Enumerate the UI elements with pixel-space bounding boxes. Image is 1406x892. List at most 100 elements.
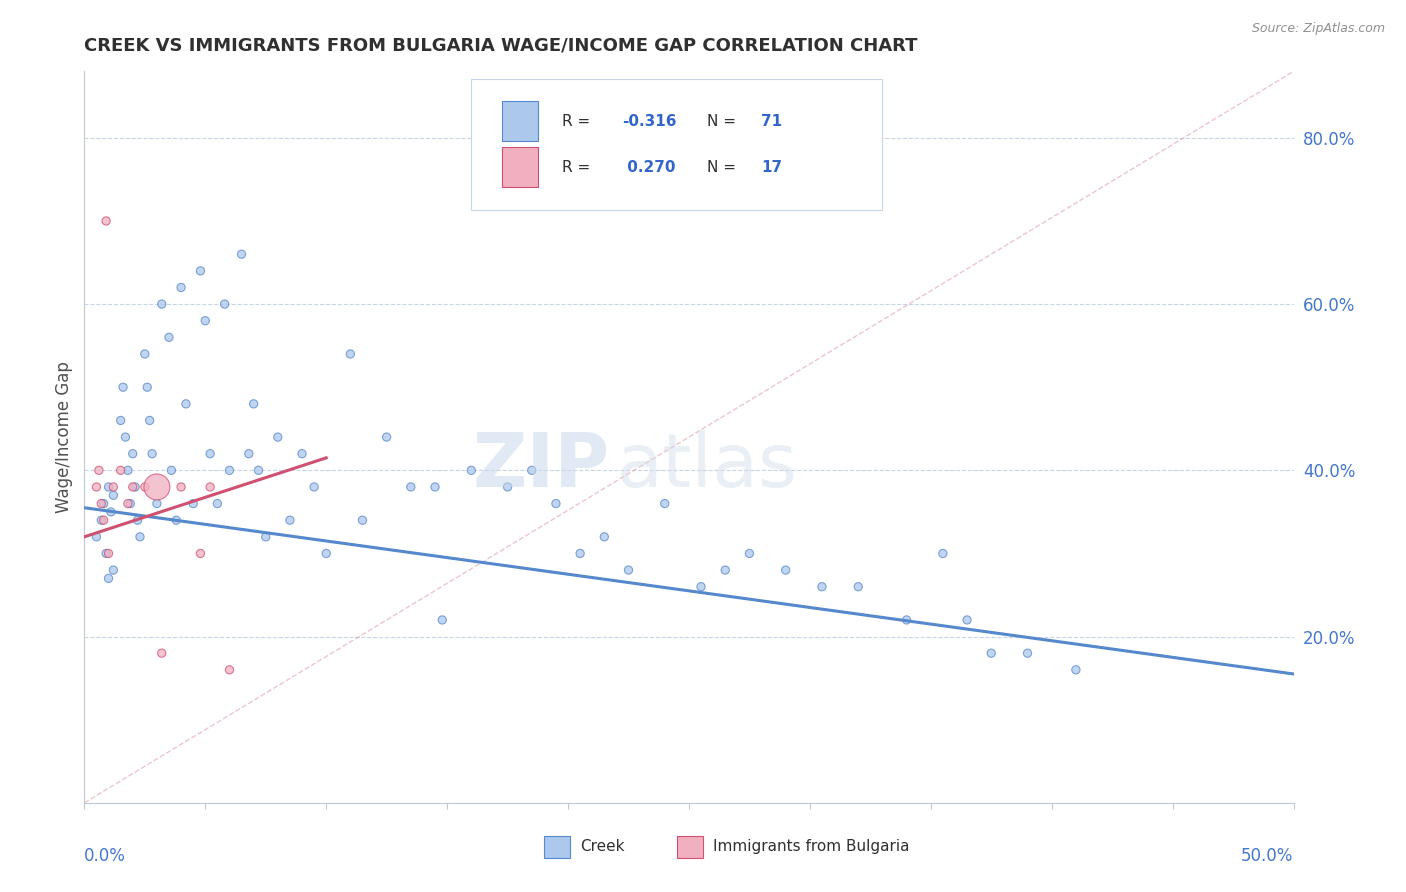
Bar [544,836,571,858]
Bar [502,146,538,187]
Point [97,571,120,585]
Point [117,497,139,511]
Point [896,613,918,627]
Point [86,480,108,494]
Point [97,546,120,560]
Point [218,663,240,677]
Point [181,497,204,511]
Point [157,330,180,344]
Point [103,563,125,577]
Point [120,497,142,511]
Point [1064,663,1087,677]
Point [267,430,290,444]
Point [103,488,125,502]
Point [207,497,229,511]
Point [231,247,253,261]
Point [110,463,132,477]
Point [460,463,482,477]
Point [617,563,640,577]
Point [242,397,264,411]
Point [932,546,955,560]
Point [544,497,567,511]
Bar [502,101,538,141]
Point [146,497,169,511]
Point [339,347,361,361]
Point [399,480,422,494]
Point [190,264,212,278]
Point [117,463,139,477]
Point [165,513,187,527]
Point [690,580,713,594]
Point [121,447,143,461]
Point [714,563,737,577]
Text: Creek: Creek [581,839,624,855]
Text: atlas: atlas [616,430,797,503]
Point [214,297,236,311]
Point [496,480,519,494]
Text: R =: R = [562,161,595,176]
Text: 0.0%: 0.0% [84,847,127,864]
Point [87,463,110,477]
Point [352,513,374,527]
Point [198,480,221,494]
Text: R =: R = [562,113,595,128]
Point [150,646,173,660]
Point [432,613,454,627]
Point [146,480,169,494]
Point [238,447,260,461]
Point [110,413,132,427]
Point [291,447,314,461]
Point [97,480,120,494]
FancyBboxPatch shape [471,78,883,211]
Text: 71: 71 [762,113,783,128]
Point [315,546,337,560]
Text: 50.0%: 50.0% [1241,847,1294,864]
Point [150,297,173,311]
Y-axis label: Wage/Income Gap: Wage/Income Gap [55,361,73,513]
Point [121,480,143,494]
Point [134,347,156,361]
Point [302,480,325,494]
Point [124,480,146,494]
Point [775,563,797,577]
Point [127,513,149,527]
Point [569,546,592,560]
Point [136,380,159,394]
Point [138,413,160,427]
Text: ZIP: ZIP [472,430,610,503]
Point [198,447,221,461]
Point [141,447,163,461]
Point [980,646,1002,660]
Point [375,430,398,444]
Text: N =: N = [707,161,741,176]
Text: CREEK VS IMMIGRANTS FROM BULGARIA WAGE/INCOME GAP CORRELATION CHART: CREEK VS IMMIGRANTS FROM BULGARIA WAGE/I… [84,37,918,54]
Bar [676,836,703,858]
Text: 17: 17 [762,161,783,176]
Point [593,530,616,544]
Text: 0.270: 0.270 [623,161,676,176]
Point [170,480,193,494]
Point [1017,646,1039,660]
Point [100,505,122,519]
Point [846,580,869,594]
Point [218,463,240,477]
Point [190,546,212,560]
Point [90,497,112,511]
Point [103,480,125,494]
Point [93,497,115,511]
Point [174,397,197,411]
Text: Immigrants from Bulgaria: Immigrants from Bulgaria [713,839,910,855]
Point [738,546,761,560]
Point [90,513,112,527]
Point [114,430,136,444]
Point [170,280,193,294]
Point [86,530,108,544]
Point [94,214,117,228]
Point [160,463,183,477]
Point [247,463,270,477]
Point [129,530,152,544]
Text: N =: N = [707,113,741,128]
Point [423,480,446,494]
Text: -0.316: -0.316 [623,113,676,128]
Point [654,497,676,511]
